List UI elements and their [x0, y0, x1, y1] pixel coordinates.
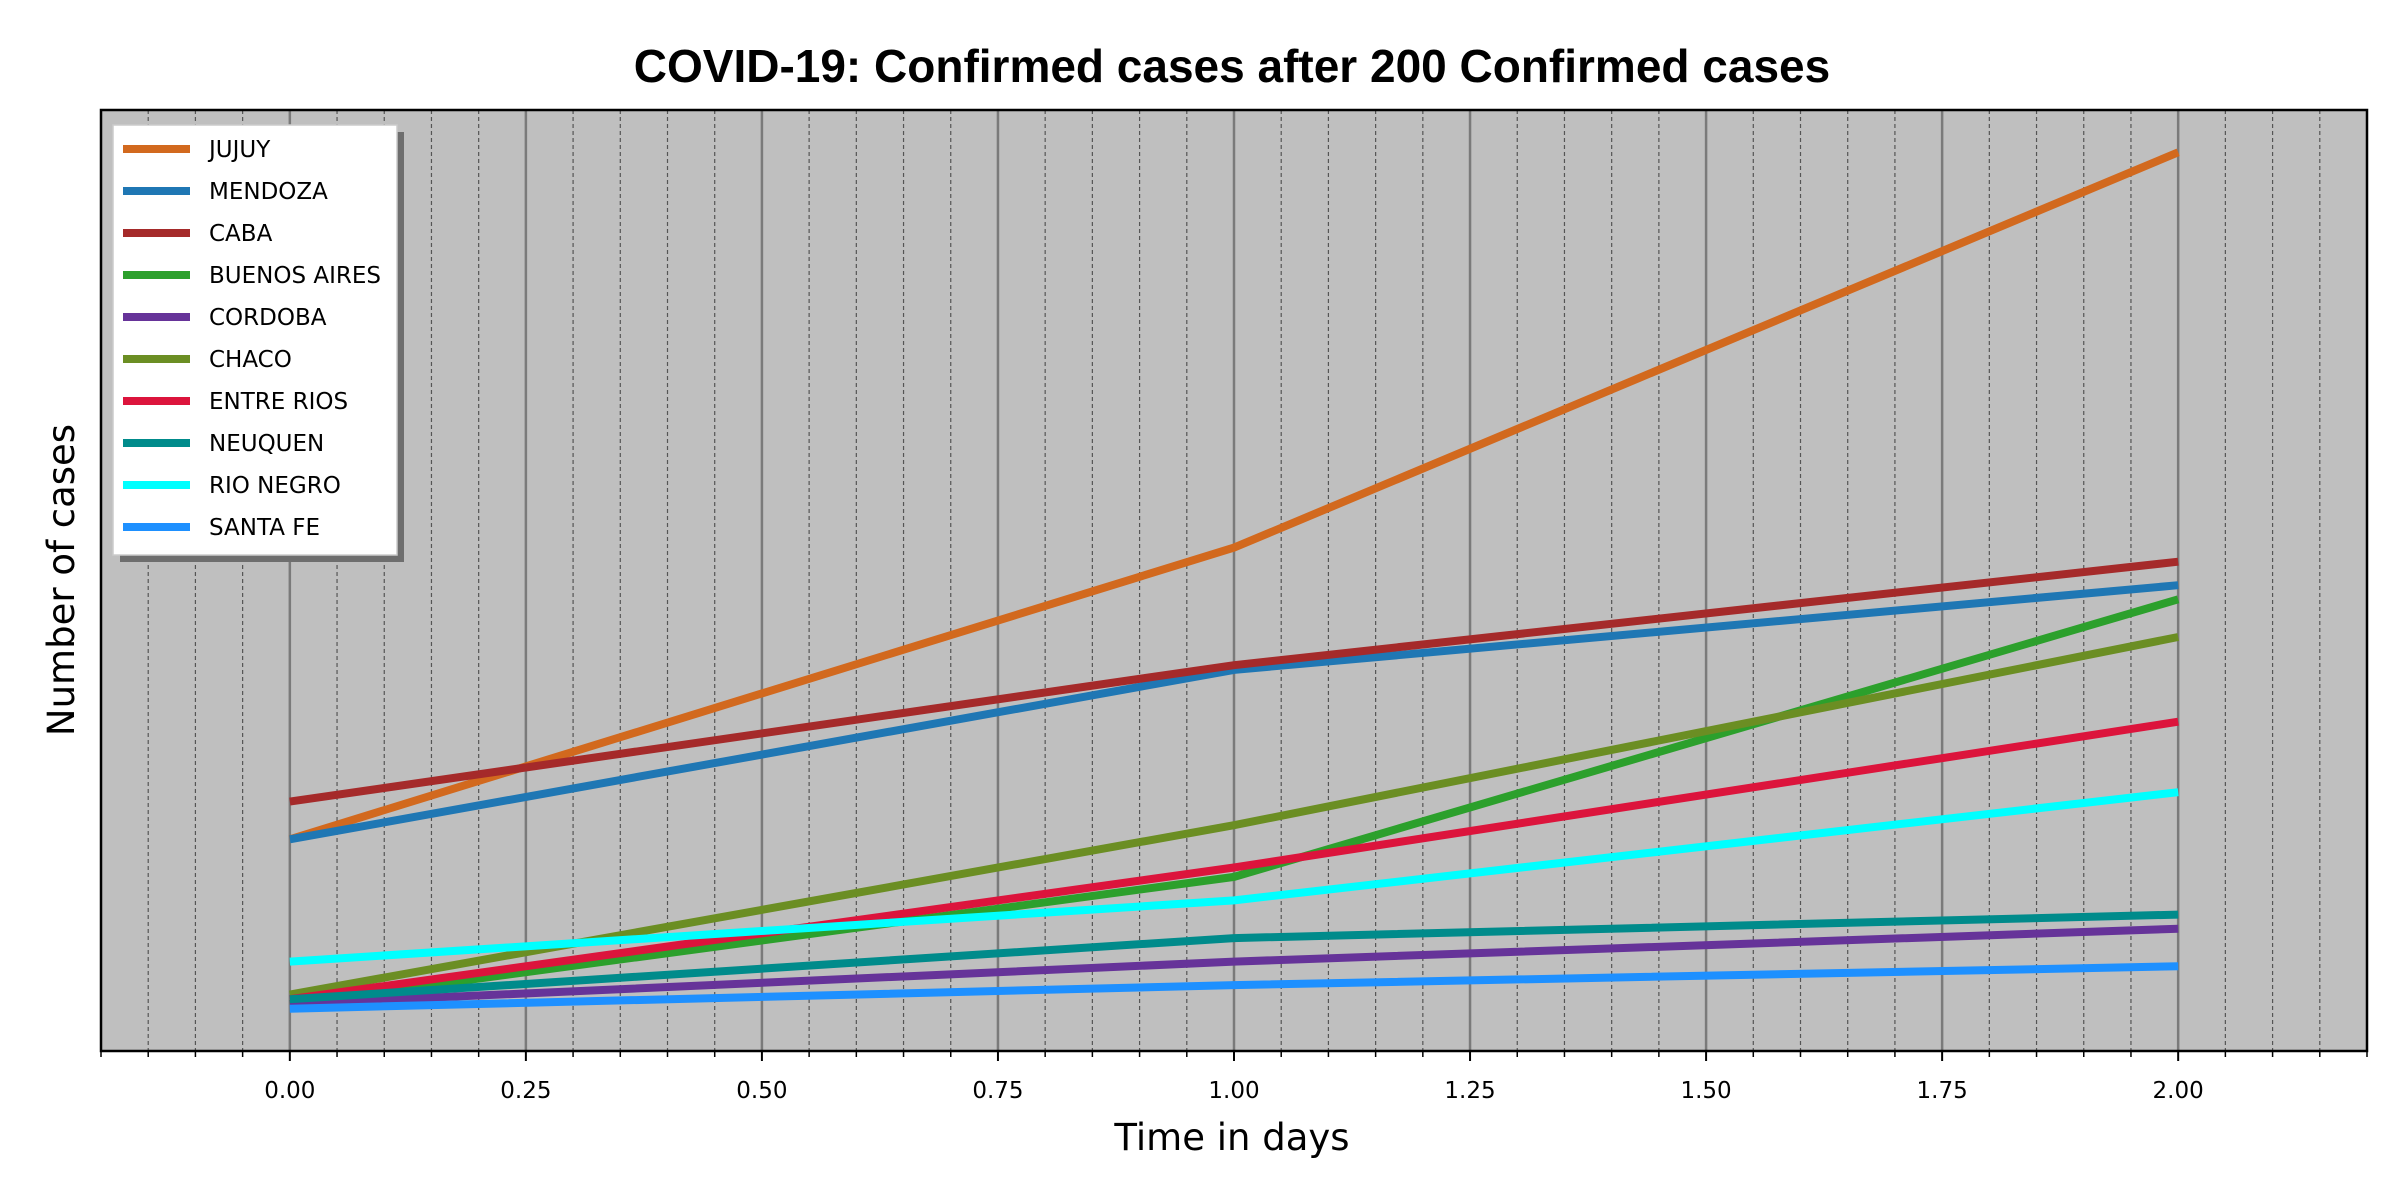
x-tick-label: 0.50 [736, 1078, 787, 1104]
x-tick-label: 1.25 [1444, 1078, 1495, 1104]
x-tick-label: 2.00 [2153, 1078, 2204, 1104]
legend-label: ENTRE RIOS [209, 389, 348, 415]
x-axis-ticks: 0.00 0.25 0.50 0.75 1.00 1.25 1.50 1.75 2.00 [100, 1051, 2368, 1104]
legend-label: MENDOZA [209, 179, 328, 205]
legend-label: RIO NEGRO [209, 473, 341, 499]
series-line-rio-negro [289, 788, 2179, 966]
legend-label: BUENOS AIRES [209, 263, 381, 289]
chart-title: COVID-19: Confirmed cases after 200 Conf… [634, 40, 1830, 92]
legend: JUJUY MENDOZA CABA BUENOS AIRES CORDOBA CHACO… [112, 124, 404, 562]
legend-label: CABA [209, 221, 273, 247]
series-line-cordoba [289, 924, 2179, 1008]
x-tick-label: 0.00 [264, 1078, 315, 1104]
series-line-jujuy [288, 148, 2180, 844]
series-line-neuquen [289, 910, 2179, 1004]
legend-label: CORDOBA [209, 305, 327, 331]
series-line-caba [289, 557, 2179, 806]
series-line-buenos-aires [289, 595, 2180, 1008]
series-line-mendoza [289, 581, 2179, 844]
x-tick-label: 0.25 [500, 1078, 551, 1104]
series-line-santa-fe [289, 962, 2179, 1013]
series-line-entre-rios [289, 717, 2179, 1004]
x-axis-label: Time in days [1113, 1116, 1349, 1159]
x-tick-label: 0.75 [972, 1078, 1023, 1104]
legend-label: CHACO [209, 347, 292, 373]
x-tick-label: 1.75 [1917, 1078, 1968, 1104]
legend-label: NEUQUEN [209, 431, 324, 457]
legend-label: JUJUY [207, 137, 271, 163]
series-lines [288, 148, 2180, 1013]
x-tick-label: 1.00 [1208, 1078, 1259, 1104]
y-axis-label: Number of cases [40, 424, 83, 736]
x-tick-label: 1.50 [1680, 1078, 1731, 1104]
legend-label: SANTA FE [209, 515, 320, 541]
